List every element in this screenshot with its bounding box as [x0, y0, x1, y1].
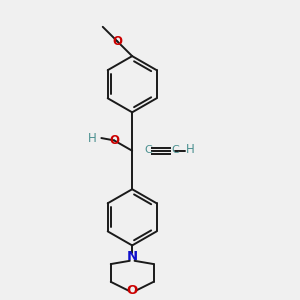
Text: O: O [109, 134, 119, 147]
Text: C: C [144, 145, 152, 155]
Text: O: O [112, 35, 122, 48]
Text: N: N [127, 250, 138, 263]
Text: C: C [171, 145, 179, 155]
Text: H: H [186, 143, 195, 156]
Text: H: H [88, 132, 96, 145]
Text: O: O [127, 284, 138, 297]
